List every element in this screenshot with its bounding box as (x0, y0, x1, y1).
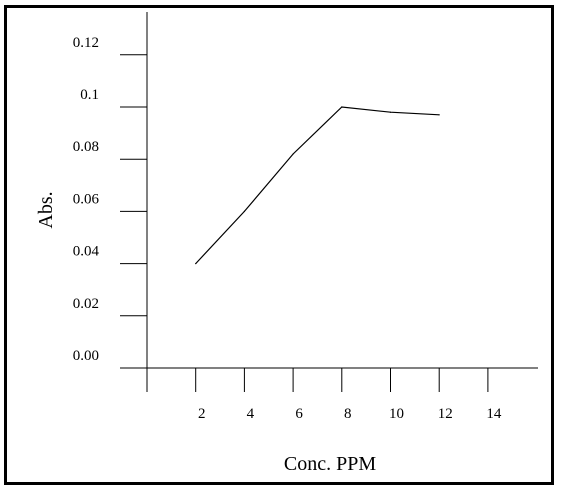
y-axis-ticks: 0.00 0.02 0.04 0.06 0.08 0.1 0.12 (73, 35, 147, 369)
y-tick-label: 0.08 (73, 139, 99, 155)
x-tick-label: 4 (247, 406, 255, 422)
data-point (243, 210, 245, 212)
series-group (195, 106, 440, 265)
series-line (195, 106, 440, 265)
y-tick-label: 0.02 (73, 296, 99, 312)
x-tick-label: 12 (438, 406, 453, 422)
x-tick-label: 2 (198, 406, 206, 422)
x-tick-label: 14 (486, 406, 502, 422)
y-axis-title: Abs. (35, 191, 57, 228)
data-point (292, 153, 294, 155)
x-tick-label: 10 (389, 406, 404, 422)
y-tick-label: 0.00 (73, 348, 99, 364)
data-point (438, 114, 440, 116)
x-axis-title: Conc. PPM (284, 453, 376, 475)
x-tick-label: 8 (344, 406, 352, 422)
x-tick-label: 6 (295, 406, 303, 422)
data-point (389, 111, 392, 113)
y-tick-label: 0.06 (73, 191, 100, 207)
data-point (195, 263, 197, 265)
y-tick-label: 0.12 (73, 35, 99, 51)
y-tick-label: 0.1 (80, 87, 99, 103)
data-point (341, 106, 343, 108)
x-axis-ticks: 2 4 6 8 10 12 14 (195, 368, 502, 422)
y-tick-label: 0.04 (73, 244, 100, 260)
chart-frame (4, 5, 554, 485)
